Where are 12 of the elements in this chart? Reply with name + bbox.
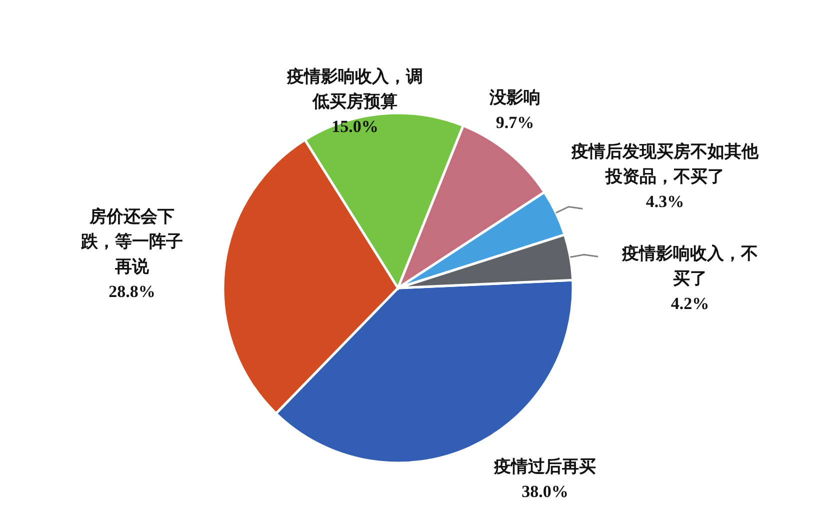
data-label: 28.8%	[108, 282, 156, 301]
data-label: 4.3%	[646, 192, 684, 211]
data-label: 9.7%	[496, 113, 534, 132]
slice-label: 没影响	[488, 88, 540, 107]
slice-label: 疫情影响收入，不买了	[621, 244, 758, 288]
data-label: 38.0%	[522, 482, 568, 501]
slice-label: 房价还会下跌，等一阵子再说	[80, 207, 183, 276]
slice-label: 疫情影响收入，调低买房预算	[286, 67, 423, 111]
slice-label: 疫情过后再买	[493, 457, 596, 476]
data-label: 4.2%	[670, 294, 710, 313]
slice-label: 疫情后发现买房不如其他投资品，不买了	[570, 142, 760, 186]
data-label: 15.0%	[332, 117, 378, 136]
